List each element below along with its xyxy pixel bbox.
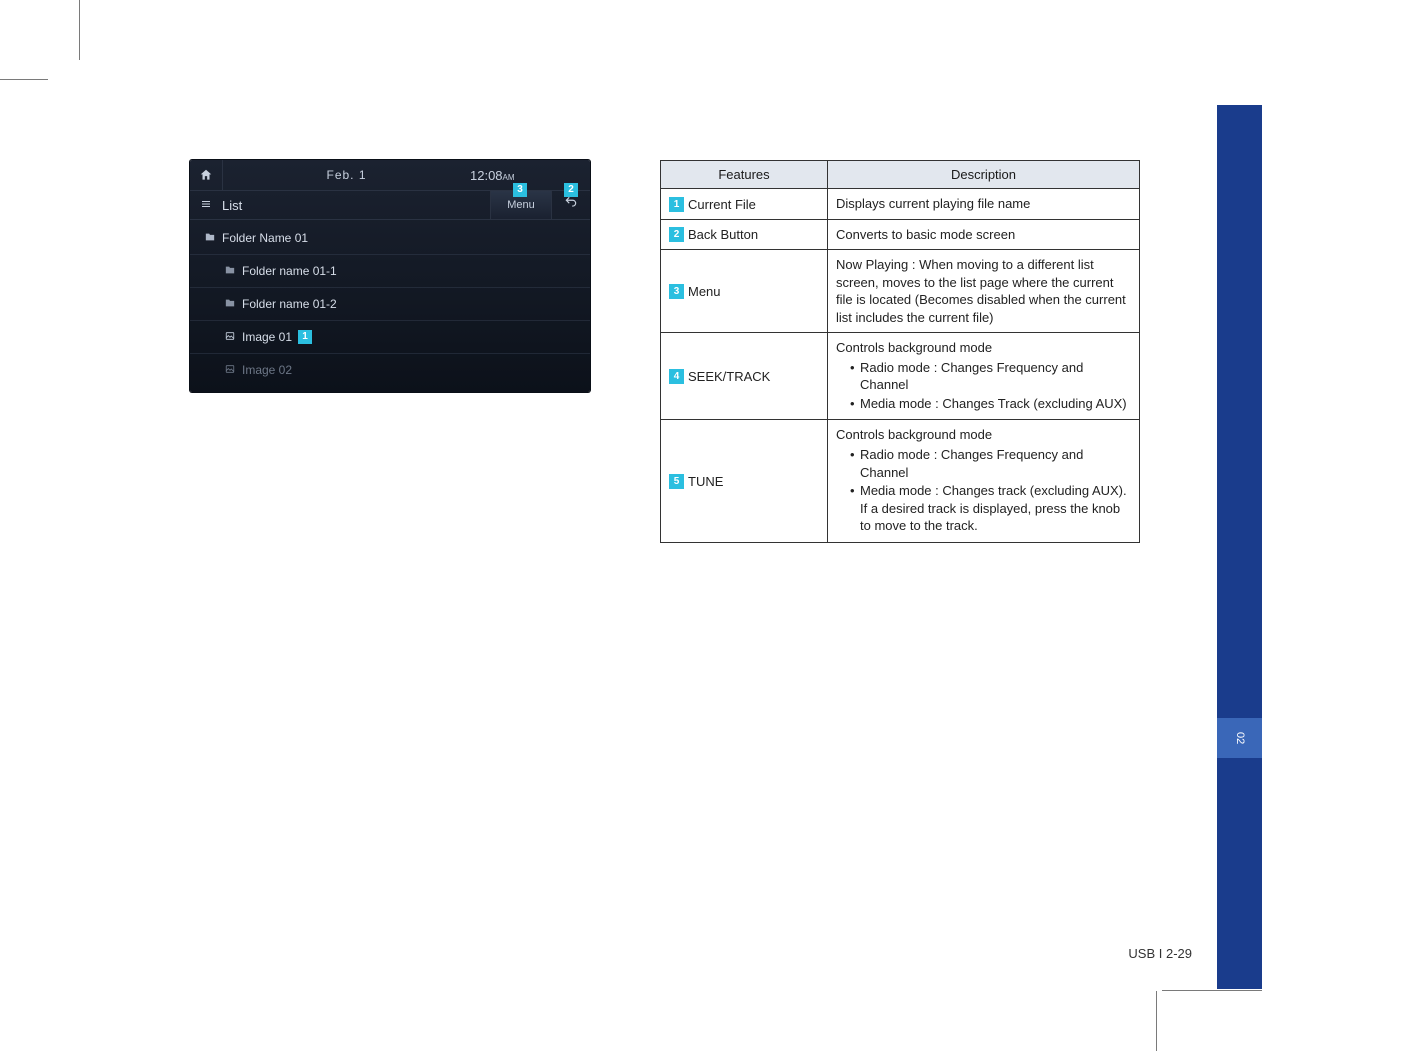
desc-lead: Controls background mode <box>836 340 992 355</box>
callout-badge-1: 1 <box>298 330 312 344</box>
menu-button-label: Menu <box>507 199 535 211</box>
status-time: 12:08AM <box>470 168 590 183</box>
callout-badge-2: 2 <box>564 183 578 197</box>
table-row: 3 Menu Now Playing : When moving to a dif… <box>661 250 1140 333</box>
list-item[interactable]: Folder Name 01 <box>190 222 590 255</box>
feature-name: Menu <box>688 284 721 299</box>
home-icon[interactable] <box>190 160 223 190</box>
status-date: Feb. 1 <box>223 168 470 182</box>
crop-mark <box>1156 991 1157 1051</box>
feature-desc: Now Playing : When moving to a different… <box>828 250 1140 333</box>
item-label: Folder Name 01 <box>222 231 308 245</box>
crop-mark <box>1162 990 1262 991</box>
menu-button[interactable]: 3 Menu <box>490 191 551 219</box>
feature-desc: Controls background mode Radio mode : Ch… <box>828 420 1140 542</box>
list-header: List 3 Menu 2 <box>190 190 590 220</box>
callout-badge-3: 3 <box>513 183 527 197</box>
features-table: Features Description 1 Current File Displ… <box>660 160 1140 543</box>
folder-icon <box>224 265 242 278</box>
list-item[interactable]: Folder name 01-2 <box>190 288 590 321</box>
feature-desc: Converts to basic mode screen <box>828 219 1140 250</box>
time-value: 12:08 <box>470 168 503 183</box>
desc-lead: Controls background mode <box>836 427 992 442</box>
feature-name: TUNE <box>688 474 723 489</box>
list-item[interactable]: Image 02 <box>190 354 590 386</box>
table-header-row: Features Description <box>661 161 1140 189</box>
list-icon <box>190 198 222 213</box>
page-footer: USB I 2-29 <box>1128 946 1192 961</box>
table-row: 1 Current File Displays current playing f… <box>661 189 1140 220</box>
table-row: 5 TUNE Controls background mode Radio mod… <box>661 420 1140 542</box>
row-badge: 4 <box>669 369 684 384</box>
feature-desc: Displays current playing file name <box>828 189 1140 220</box>
row-badge: 3 <box>669 284 684 299</box>
crop-mark <box>0 79 48 80</box>
image-icon <box>224 364 242 377</box>
desc-bullet: Media mode : Changes Track (excluding AU… <box>850 395 1131 413</box>
feature-desc: Controls background mode Radio mode : Ch… <box>828 333 1140 420</box>
desc-bullet: Media mode : Changes track (excluding AU… <box>850 482 1131 535</box>
feature-name: Current File <box>688 197 756 212</box>
back-button[interactable]: 2 <box>551 191 590 219</box>
feature-name: Back Button <box>688 227 758 242</box>
feature-name: SEEK/TRACK <box>688 369 770 384</box>
th-description: Description <box>828 161 1140 189</box>
item-label: Folder name 01-1 <box>242 264 337 278</box>
row-badge: 5 <box>669 474 684 489</box>
row-badge: 2 <box>669 227 684 242</box>
folder-up-icon <box>204 232 222 245</box>
device-screenshot: Feb. 1 12:08AM List 3 Menu 2 Folder Name… <box>190 160 590 392</box>
th-features: Features <box>661 161 828 189</box>
row-badge: 1 <box>669 197 684 212</box>
list-item[interactable]: Folder name 01-1 <box>190 255 590 288</box>
statusbar: Feb. 1 12:08AM <box>190 160 590 190</box>
image-icon <box>224 331 242 344</box>
file-list: Folder Name 01 Folder name 01-1 Folder n… <box>190 220 590 388</box>
item-label: Image 01 <box>242 330 292 344</box>
time-suffix: AM <box>503 173 515 182</box>
section-tab: 02 <box>1217 718 1262 758</box>
item-label: Image 02 <box>242 363 292 377</box>
side-strip: 02 <box>1217 105 1262 989</box>
crop-mark <box>79 0 80 60</box>
table-row: 2 Back Button Converts to basic mode scre… <box>661 219 1140 250</box>
folder-icon <box>224 298 242 311</box>
desc-bullet: Radio mode : Changes Frequency and Chann… <box>850 359 1131 394</box>
list-item[interactable]: Image 01 1 <box>190 321 590 354</box>
table-row: 4 SEEK/TRACK Controls background mode Rad… <box>661 333 1140 420</box>
list-label: List <box>222 198 490 213</box>
desc-bullet: Radio mode : Changes Frequency and Chann… <box>850 446 1131 481</box>
item-label: Folder name 01-2 <box>242 297 337 311</box>
